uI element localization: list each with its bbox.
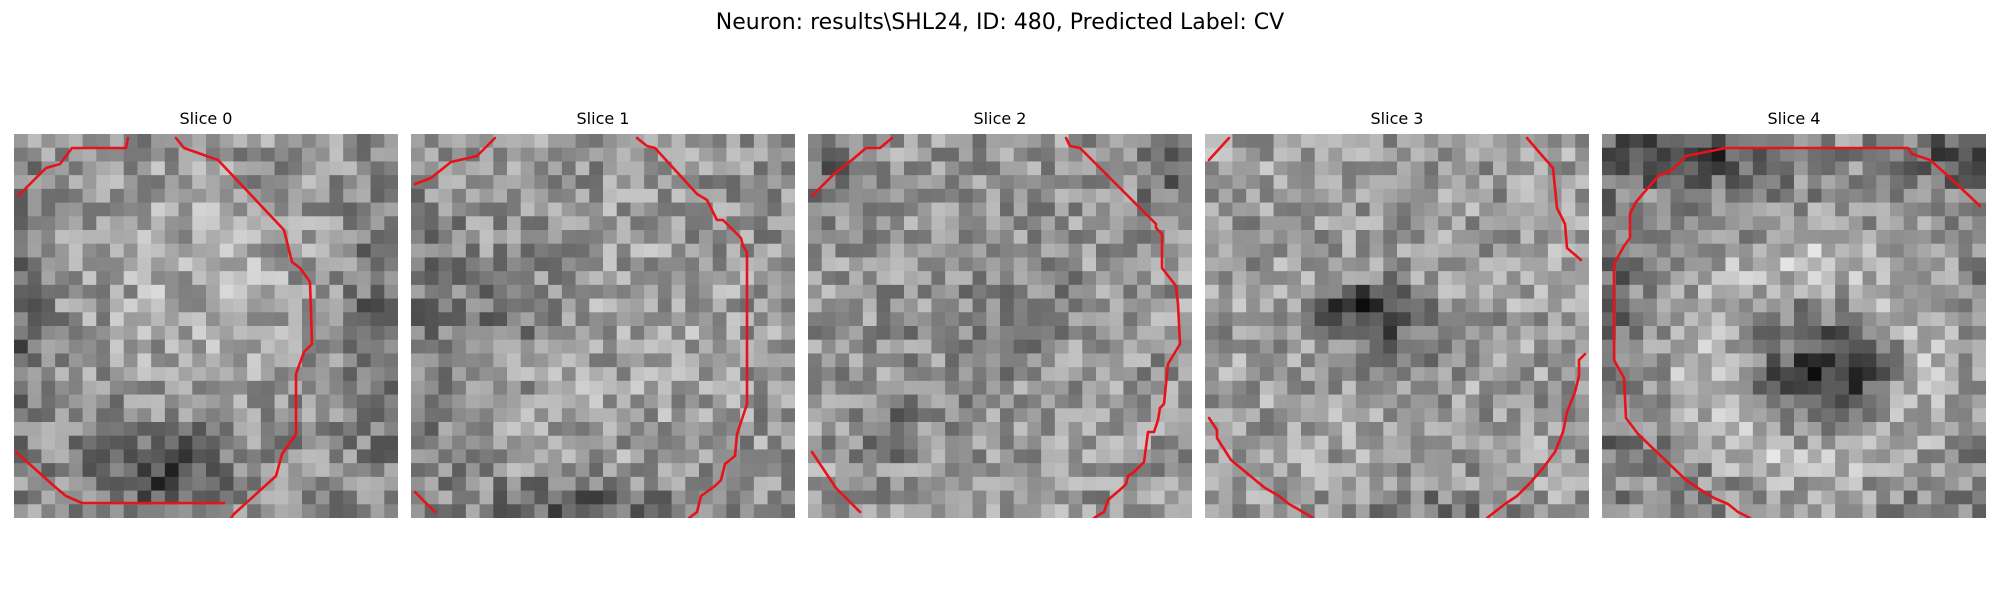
slice-0-title: Slice 0 (179, 109, 233, 128)
figure-title: Neuron: results\SHL24, ID: 480, Predicte… (715, 10, 1285, 35)
slice-3-contour-lower-left (1207, 416, 1315, 518)
slice-2-image (808, 134, 1192, 518)
slice-2-title: Slice 2 (973, 109, 1027, 128)
slice-0-pixels (14, 134, 398, 518)
slice-1-contour-right (635, 136, 749, 518)
slice-4-title: Slice 4 (1767, 109, 1821, 128)
slice-1-contour-upper (413, 136, 497, 186)
slice-4-pixels (1602, 134, 1986, 518)
slice-0-contour-upper (16, 136, 130, 198)
slice-0-image (14, 134, 398, 518)
slice-4-image (1602, 134, 1986, 518)
slice-0-contour-right (174, 136, 314, 518)
slice-1-title: Slice 1 (576, 109, 630, 128)
slice-3-contour-lower-right (1485, 352, 1587, 518)
slice-3-contour-right (1525, 136, 1583, 262)
slice-2-contour-upper (810, 136, 894, 198)
slice-3-pixels (1205, 134, 1589, 518)
slice-0-contour-lower (14, 450, 226, 505)
slice-3-contour-upper (1207, 136, 1231, 162)
slice-4-contour (1612, 146, 1982, 518)
slice-3-image (1205, 134, 1589, 518)
slice-2-contour-right (1064, 136, 1182, 518)
slice-2-contour-lower (810, 450, 862, 514)
slice-1-image (411, 134, 795, 518)
slice-3-title: Slice 3 (1370, 109, 1424, 128)
slice-1-pixels (411, 134, 795, 518)
slice-1-contour-lower (413, 490, 437, 514)
slice-2-pixels (808, 134, 1192, 518)
